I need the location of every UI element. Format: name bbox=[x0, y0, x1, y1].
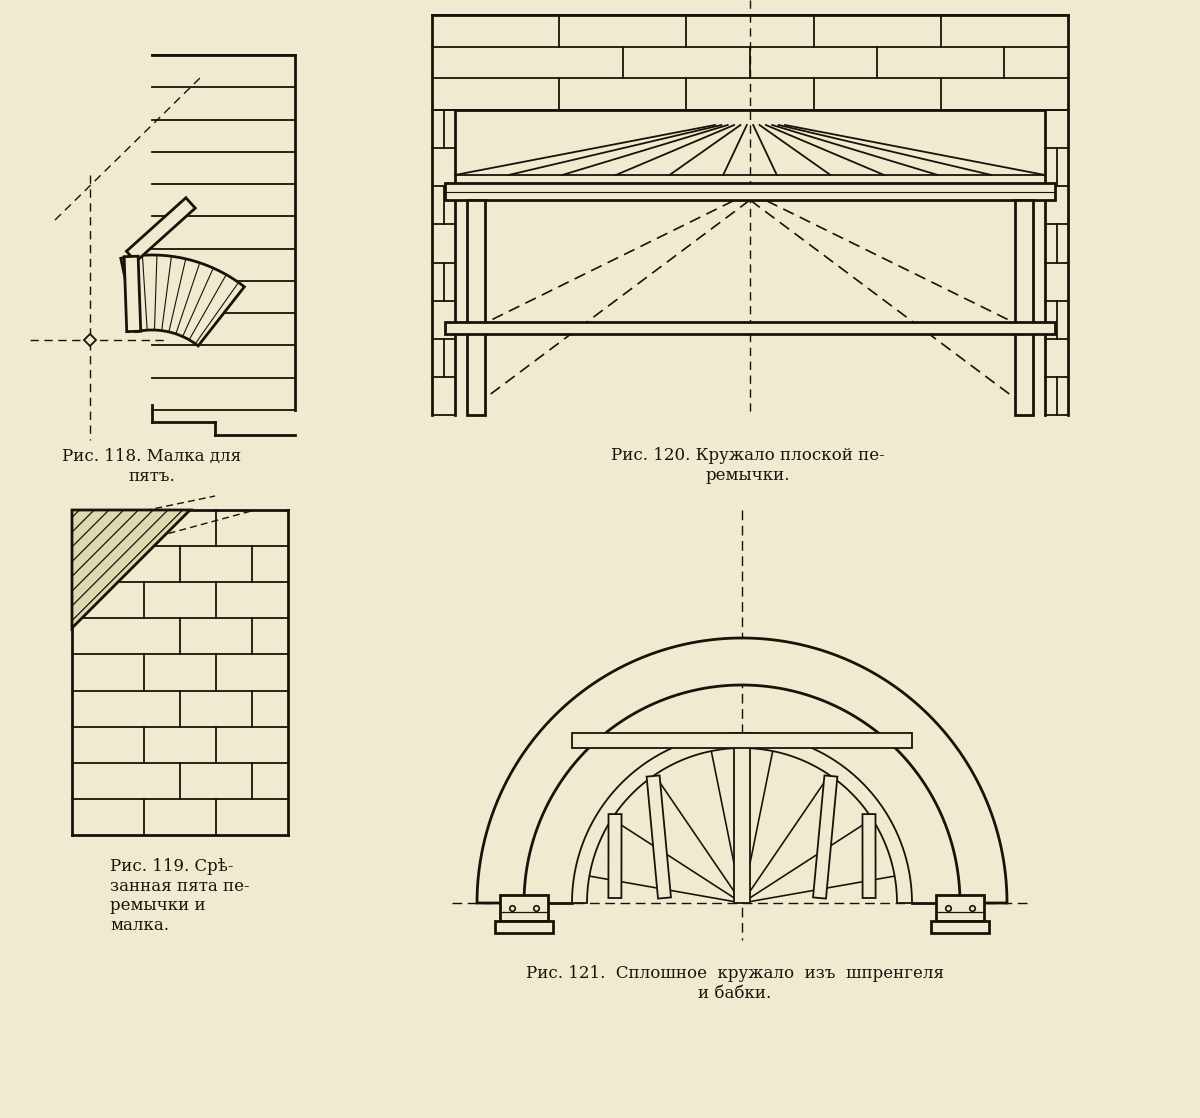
Text: Рис. 119. Срѣ-
занная пята пе-
ремычки и
малка.: Рис. 119. Срѣ- занная пята пе- ремычки и… bbox=[110, 858, 250, 934]
Polygon shape bbox=[734, 733, 750, 903]
Polygon shape bbox=[863, 814, 876, 898]
Polygon shape bbox=[124, 256, 140, 332]
Polygon shape bbox=[478, 638, 1007, 903]
Polygon shape bbox=[1015, 200, 1033, 415]
Polygon shape bbox=[572, 733, 912, 748]
Polygon shape bbox=[72, 510, 190, 628]
Text: Рис. 118. Малка для
пятъ.: Рис. 118. Малка для пятъ. bbox=[62, 448, 241, 484]
Polygon shape bbox=[608, 814, 622, 898]
Polygon shape bbox=[572, 733, 912, 903]
Polygon shape bbox=[467, 200, 485, 415]
Polygon shape bbox=[121, 255, 245, 345]
Polygon shape bbox=[445, 183, 1055, 200]
Text: Рис. 120. Кружало плоской пе-
ремычки.: Рис. 120. Кружало плоской пе- ремычки. bbox=[611, 447, 884, 484]
Polygon shape bbox=[126, 198, 196, 262]
Polygon shape bbox=[445, 322, 1055, 333]
Polygon shape bbox=[931, 921, 989, 934]
Polygon shape bbox=[936, 896, 984, 921]
Text: Рис. 121.  Сплошное  кружало  изъ  шпренгеля
и бабки.: Рис. 121. Сплошное кружало изъ шпренгеля… bbox=[526, 965, 944, 1002]
Polygon shape bbox=[814, 776, 838, 899]
Polygon shape bbox=[500, 896, 548, 921]
Polygon shape bbox=[496, 921, 553, 934]
Polygon shape bbox=[647, 776, 671, 899]
